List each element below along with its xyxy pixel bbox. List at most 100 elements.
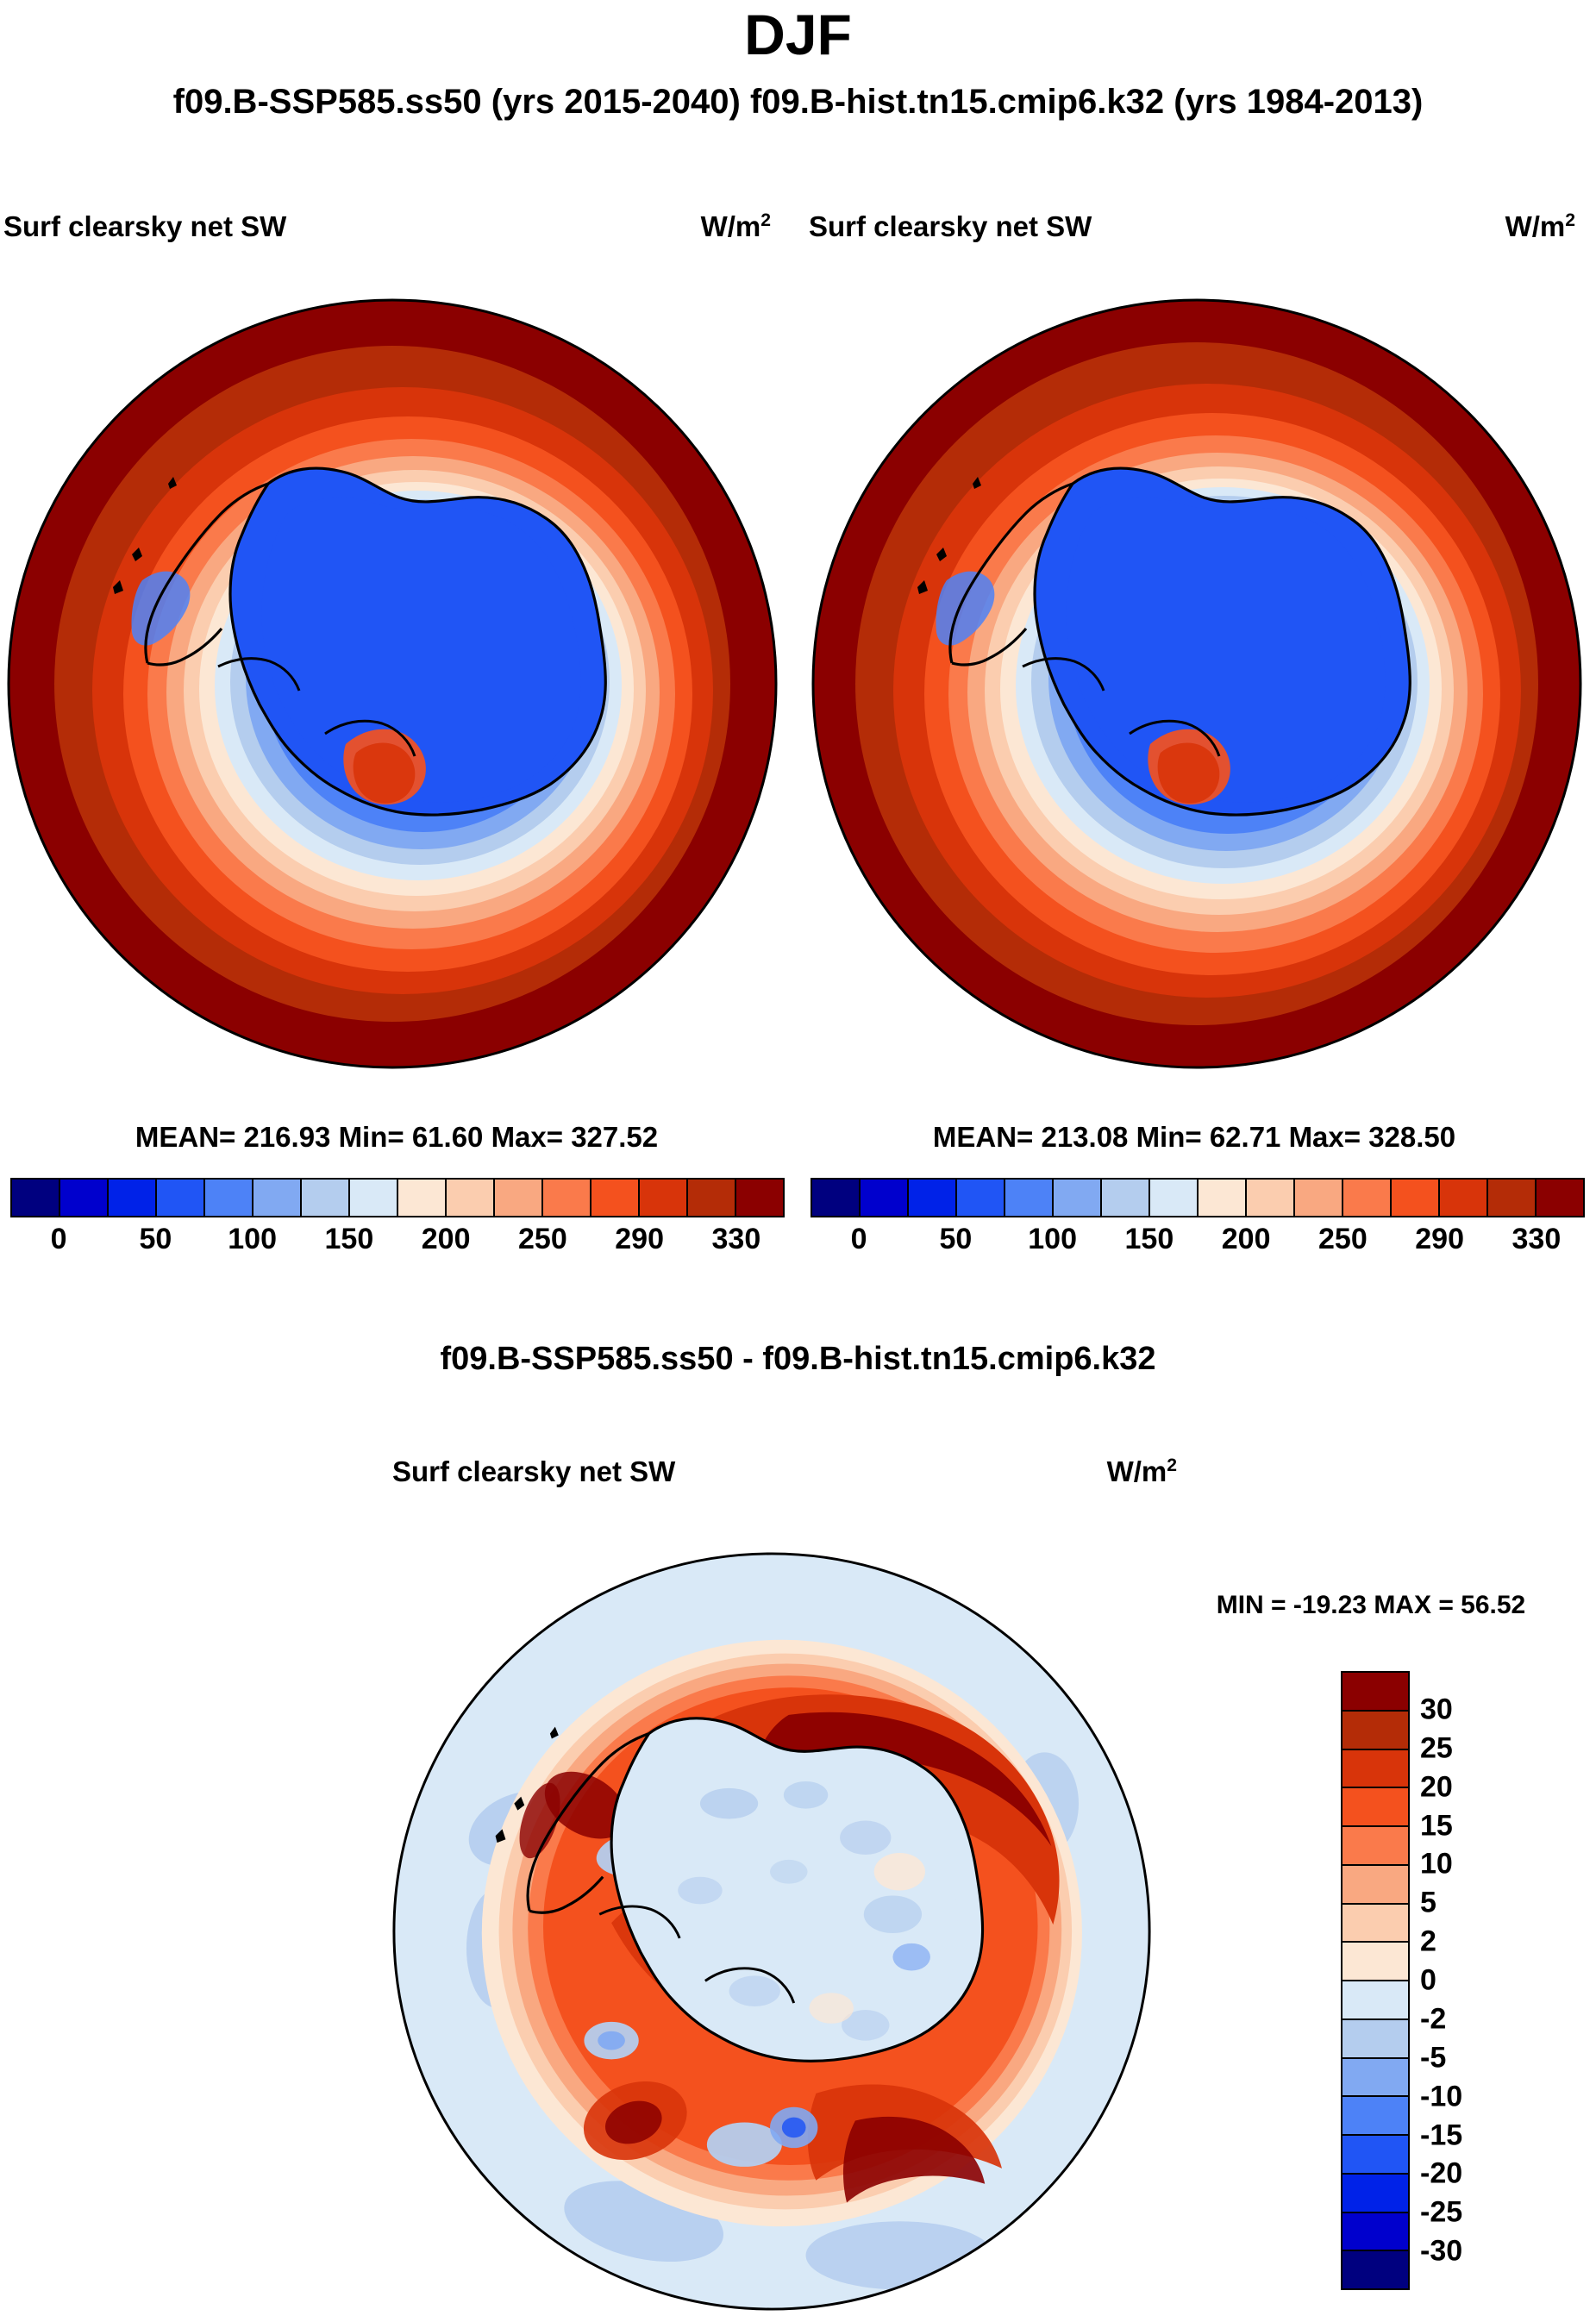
colorbar-cell-5 [1054, 1180, 1102, 1216]
panel-units-label-diff: W/m2 [1106, 1455, 1177, 1487]
colorbar-cell-4 [1005, 1180, 1054, 1216]
colorbar-tick-50: 50 [139, 1223, 172, 1255]
colorbar-diff-tick--30: -30 [1420, 2234, 1463, 2268]
colorbar-diff-cell-9 [1343, 2019, 1408, 2059]
colorbar-cell-13 [640, 1180, 688, 1216]
colorbar-cell-10 [1295, 1180, 1343, 1216]
colorbar-diff-tick--2: -2 [1420, 2002, 1447, 2036]
colorbar-cell-8 [398, 1180, 447, 1216]
colorbar-cell-12 [591, 1180, 640, 1216]
colorbar-cell-14 [688, 1180, 736, 1216]
colorbar-cell-7 [350, 1180, 398, 1216]
panel-units-label-right: W/m2 [1505, 210, 1575, 242]
difference-title: f09.B-SSP585.ss50 - f09.B-hist.tn15.cmip… [440, 1341, 1156, 1377]
stats-right: MEAN= 213.08 Min= 62.71 Max= 328.50 [932, 1121, 1456, 1153]
colorbar-cell-14 [1488, 1180, 1537, 1216]
colorbar-diff-cell-14 [1343, 2212, 1408, 2252]
colorbar-difference: 30 25 20 15 10 5 2 0 -2 -5 -10 -15 -20 -25 -30 [1341, 1671, 1462, 2290]
colorbar-diff-cell-2 [1343, 1749, 1408, 1789]
colorbar-diff-tick-25: 25 [1420, 1731, 1453, 1765]
colorbar-diff-tick--15: -15 [1420, 2119, 1463, 2151]
colorbar-cell-4 [205, 1180, 253, 1216]
colorbar-tick-250: 250 [1318, 1223, 1368, 1255]
polar-map-ssp585-svg [7, 298, 778, 1069]
colorbar-cell-15 [1537, 1180, 1583, 1216]
panel-header-diff: Surf clearsky net SW W/m2 [392, 1455, 1177, 1490]
panel-field-label-left: Surf clearsky net SW [3, 210, 287, 242]
panel-field-label-right: Surf clearsky net SW [809, 210, 1092, 242]
colorbar-cell-11 [1343, 1180, 1392, 1216]
colorbar-cell-12 [1392, 1180, 1440, 1216]
colorbar-cell-1 [861, 1180, 909, 1216]
colorbar-right-cells [811, 1178, 1585, 1217]
polar-map-ssp585 [4, 296, 780, 1072]
colorbar-cell-9 [1247, 1180, 1295, 1216]
colorbar-diff-cell-13 [1343, 2174, 1408, 2213]
colorbar-cell-5 [253, 1180, 302, 1216]
polar-map-difference-svg [392, 1552, 1151, 2311]
colorbar-cell-0 [812, 1180, 861, 1216]
colorbar-diff-cell-12 [1343, 2136, 1408, 2175]
colorbar-diff-cell-15 [1343, 2251, 1408, 2288]
colorbar-diff-tick-5: 5 [1420, 1886, 1436, 1919]
colorbar-cell-15 [736, 1180, 783, 1216]
colorbar-tick-290: 290 [615, 1223, 664, 1255]
colorbar-tick-100: 100 [228, 1223, 277, 1255]
colorbar-cell-3 [957, 1180, 1005, 1216]
colorbar-diff-cell-6 [1343, 1904, 1408, 1943]
colorbar-tick-0: 0 [50, 1223, 67, 1255]
colorbar-cell-7 [1150, 1180, 1199, 1216]
colorbar-tick-290: 290 [1415, 1223, 1464, 1255]
colorbar-cell-6 [302, 1180, 350, 1216]
colorbar-tick-100: 100 [1028, 1223, 1077, 1255]
colorbar-diff-cell-3 [1343, 1788, 1408, 1827]
colorbar-diff-tick-20: 20 [1420, 1770, 1453, 1804]
page-subtitle: f09.B-SSP585.ss50 (yrs 2015-2040) f09.B-… [172, 83, 1424, 121]
colorbar-diff-cell-4 [1343, 1827, 1408, 1866]
colorbar-tick-150: 150 [1124, 1223, 1174, 1255]
colorbar-diff-tick--20: -20 [1420, 2156, 1463, 2190]
polar-map-historical-svg [811, 298, 1582, 1069]
colorbar-cell-1 [60, 1180, 109, 1216]
colorbar-diff-cell-10 [1343, 2058, 1408, 2098]
stats-left: MEAN= 216.93 Min= 61.60 Max= 327.52 [135, 1121, 659, 1153]
page-title: DJF [744, 3, 852, 66]
colorbar-tick-330: 330 [1512, 1223, 1562, 1255]
colorbar-diff-cell-7 [1343, 1943, 1408, 1981]
colorbar-tick-150: 150 [324, 1223, 374, 1255]
colorbar-cell-2 [909, 1180, 957, 1216]
minmax-label-diff: MIN = -19.23 MAX = 56.52 [1216, 1591, 1526, 1619]
colorbar-cell-11 [543, 1180, 591, 1216]
panel-units-label-left: W/m2 [700, 210, 771, 242]
colorbar-diff-cell-11 [1343, 2097, 1408, 2136]
colorbar-tick-200: 200 [421, 1223, 471, 1255]
colorbar-diff-tick-15: 15 [1420, 1809, 1453, 1842]
colorbar-diff-cell-1 [1343, 1711, 1408, 1750]
colorbar-tick-330: 330 [711, 1223, 761, 1255]
colorbar-cell-8 [1199, 1180, 1247, 1216]
colorbar-diff-tick--10: -10 [1420, 2080, 1463, 2113]
colorbar-cell-6 [1102, 1180, 1150, 1216]
colorbar-left-ticks: 0 50 100 150 200 250 290 330 [10, 1223, 785, 1261]
colorbar-cell-2 [109, 1180, 157, 1216]
colorbar-tick-50: 50 [939, 1223, 973, 1255]
colorbar-cell-13 [1440, 1180, 1488, 1216]
colorbar-diff-cell-5 [1343, 1865, 1408, 1905]
colorbar-diff-tick-0: 0 [1420, 1963, 1436, 1997]
colorbar-difference-cells [1341, 1671, 1410, 2290]
colorbar-cell-3 [157, 1180, 205, 1216]
panel-header-right: Surf clearsky net SW W/m2 [809, 210, 1575, 245]
colorbar-diff-tick-30: 30 [1420, 1693, 1453, 1726]
colorbar-diff-cell-0 [1343, 1673, 1408, 1712]
colorbar-cell-9 [447, 1180, 495, 1216]
colorbar-diff-tick-2: 2 [1420, 1925, 1436, 1958]
panel-header-left: Surf clearsky net SW W/m2 [3, 210, 771, 245]
polar-map-historical [809, 296, 1585, 1072]
colorbar-left-cells [10, 1178, 785, 1217]
colorbar-diff-tick--5: -5 [1420, 2041, 1447, 2075]
colorbar-cell-10 [495, 1180, 543, 1216]
polar-map-difference [388, 1548, 1155, 2315]
colorbar-tick-200: 200 [1221, 1223, 1271, 1255]
panel-field-label-diff: Surf clearsky net SW [392, 1455, 676, 1487]
colorbar-right: 0 50 100 150 200 250 290 330 [811, 1178, 1585, 1255]
